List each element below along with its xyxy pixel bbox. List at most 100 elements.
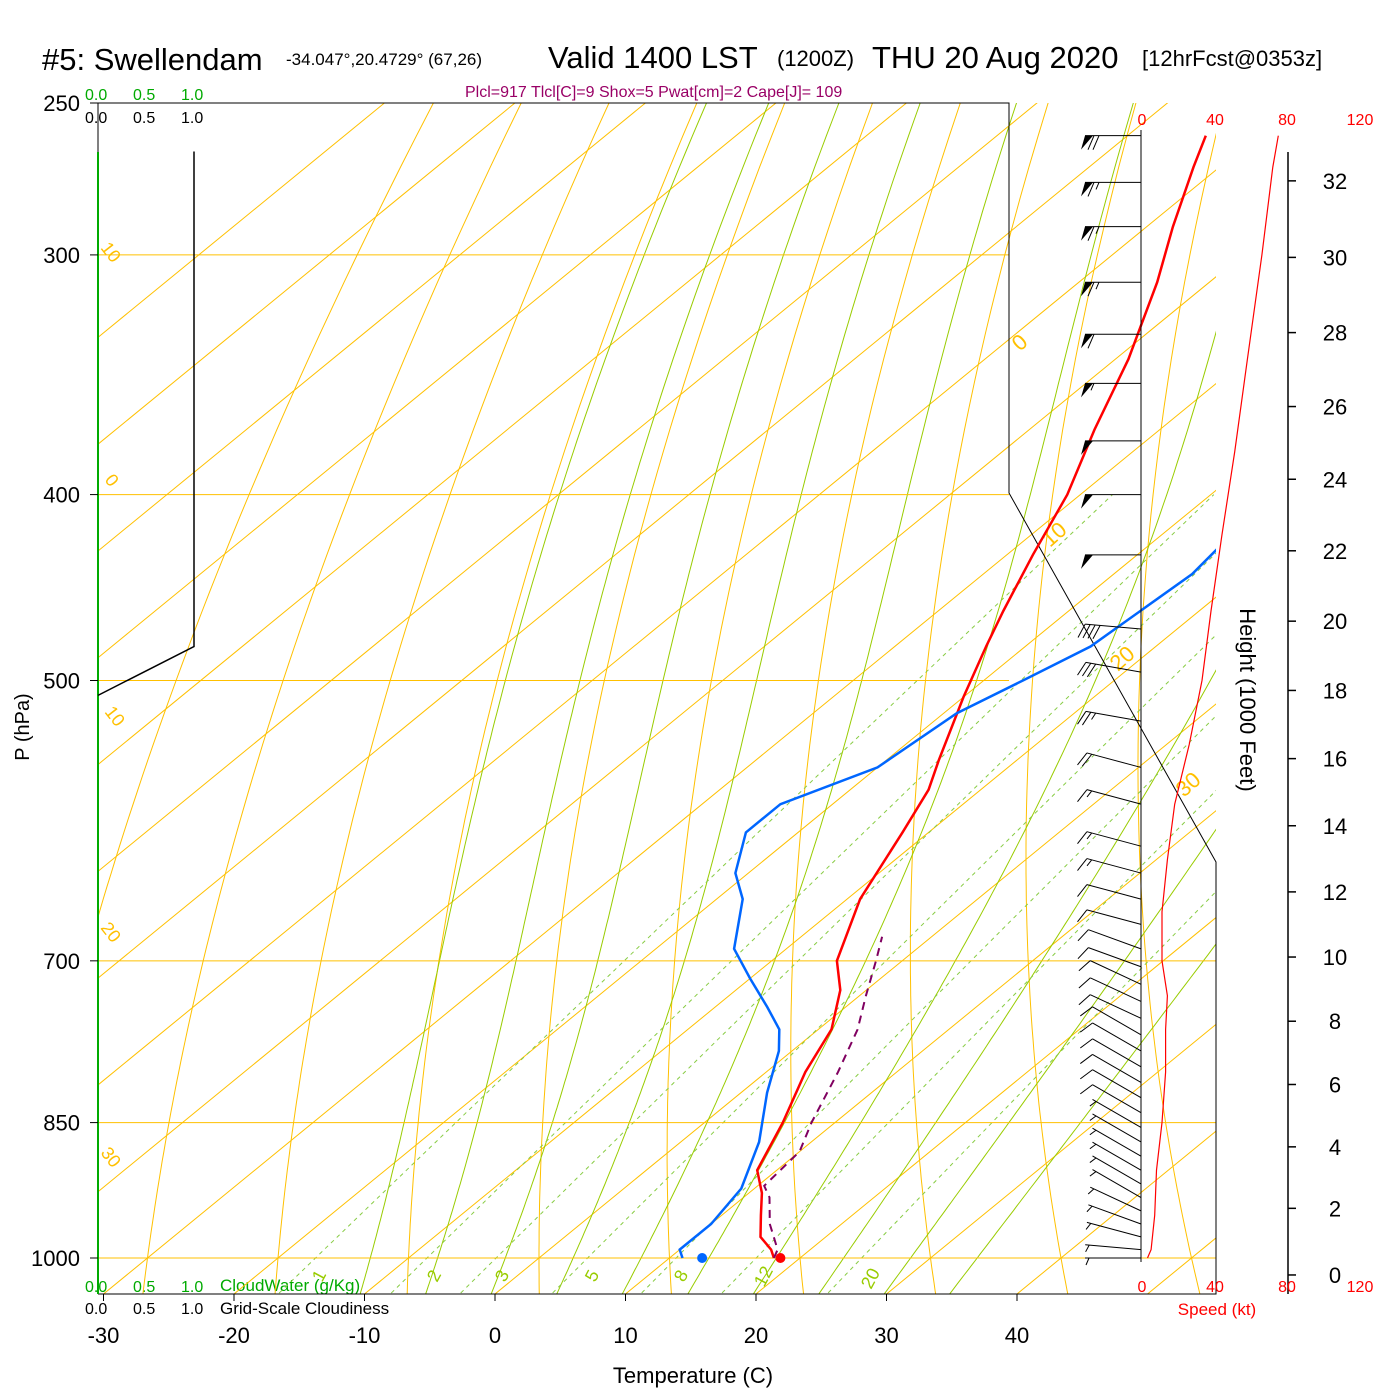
height-tick-label: 18 [1323, 678, 1347, 703]
wind-barb-half-flag [1085, 1223, 1092, 1230]
wind-barbs [1077, 130, 1142, 1266]
wind-barb [1081, 226, 1141, 241]
cloudwater-tick: 0.0 [85, 87, 107, 104]
height-tick-label: 8 [1329, 1009, 1341, 1034]
mixing-ratio-line [277, 494, 1113, 1294]
isotherm-line [494, 703, 1216, 1294]
wind-barb [1081, 554, 1141, 569]
wind-barb [1089, 1099, 1142, 1128]
wind-barb [1089, 1113, 1142, 1143]
wind-barb-flag [1080, 1022, 1093, 1033]
isotherm-label: 20 [97, 918, 125, 946]
moist-adiabat-line [752, 330, 1216, 1294]
wind-speed-line [1146, 135, 1279, 1259]
isotherm-line [98, 103, 516, 445]
wind-barb-shaft [1090, 977, 1142, 1002]
wind-barb-half-flag [1091, 712, 1097, 720]
wind-barb [1087, 1186, 1142, 1212]
cloudiness-label: Grid-Scale Cloudiness [220, 1299, 389, 1318]
cloudwater-tick: 1.0 [181, 87, 203, 104]
wind-barb-shaft [1085, 1244, 1142, 1251]
dry-adiabat-line [98, 103, 434, 919]
station-coords: -34.047°,20.4729° (67,26) [286, 50, 482, 69]
isotherm-line [755, 916, 1216, 1294]
height-axis-title: Height (1000 Feet) [1235, 608, 1260, 791]
wind-barb-flag [1087, 282, 1095, 297]
wind-barb-flag [1077, 858, 1088, 871]
wind-barb-shaft [1088, 947, 1142, 968]
wind-barb-shaft [1090, 1186, 1142, 1212]
isotherm-line [98, 169, 1216, 1086]
wind-barb [1089, 1141, 1142, 1171]
height-tick-label: 4 [1329, 1135, 1341, 1160]
wind-barb-shaft [1092, 1141, 1142, 1171]
cloud-scale-top: 0.0 0.5 1.0 0.0 0.5 1.0 [85, 87, 203, 127]
wind-barb-flag [1078, 977, 1091, 989]
pressure-tick-label: 500 [43, 669, 80, 694]
cloud-scale-bottom: 0.0 0.5 1.0 CloudWater (g/Kg) 0.0 0.5 1.… [85, 1276, 389, 1318]
wind-barb [1086, 1204, 1142, 1225]
isotherm-label: 30 [1171, 767, 1206, 802]
wind-barb-shaft [1092, 1099, 1142, 1128]
wind-barb [1077, 661, 1142, 678]
x-tick-label: 10 [613, 1323, 637, 1348]
speed-tick: 0 [1138, 1279, 1147, 1296]
moist-adiabat-line [556, 103, 921, 1294]
x-tick-label: 30 [874, 1323, 898, 1348]
x-tick-label: 40 [1005, 1323, 1029, 1348]
wind-barb-shaft [1092, 1038, 1142, 1068]
mixing-ratio-label: 12 [750, 1263, 777, 1290]
wind-barb-flag [1087, 226, 1095, 241]
dry-adiabat-line [142, 103, 522, 1294]
speed-tick: 120 [1347, 1279, 1374, 1296]
station-title: #5: Swellendam [42, 42, 263, 77]
wind-barb [1080, 1084, 1142, 1114]
wind-barb-shaft [1092, 1006, 1142, 1036]
stability-indices: Plcl=917 Tlcl[C]=9 Shox=5 Pwat[cm]=2 Cap… [465, 84, 842, 101]
surface-dewpoint-marker [697, 1253, 708, 1263]
wind-speed-profile [1146, 135, 1279, 1259]
isotherm-line [98, 103, 1038, 872]
wind-barb-flag [1080, 1069, 1093, 1080]
moist-adiabat-line [687, 103, 1134, 1294]
wind-barb-shaft [1086, 752, 1142, 768]
valid-time: Valid 1400 LST [548, 40, 758, 75]
wind-barb [1078, 994, 1142, 1019]
wind-barb-half-flag [1089, 1157, 1097, 1163]
height-tick-label: 12 [1323, 880, 1347, 905]
surface-temperature-marker [775, 1253, 786, 1263]
wind-barb-flag [1087, 135, 1095, 150]
wind-barb-pennant [1081, 226, 1093, 241]
mixing-ratio-line [389, 494, 1215, 1294]
mixing-ratio-line [550, 634, 1216, 1294]
valid-date: THU 20 Aug 2020 [872, 40, 1118, 75]
wind-barb-flag [1077, 909, 1088, 923]
wind-barb [1077, 710, 1142, 726]
wind-barb-pennant [1081, 383, 1093, 398]
dry-adiabat-line [790, 103, 961, 1294]
speed-tick: 80 [1278, 112, 1296, 129]
x-axis-ticks: -30 -20 -10 0 10 20 30 40 [88, 1294, 1029, 1348]
speed-scale: 0 40 80 120 0 40 80 120 Speed (kt) [1138, 112, 1374, 1319]
wind-barb-flag [1081, 753, 1093, 767]
wind-barb-shaft [1092, 1155, 1142, 1185]
cloudiness-tick: 0.5 [133, 1301, 155, 1318]
speed-tick: 40 [1206, 1279, 1224, 1296]
cloudiness-tick: 0.0 [85, 110, 107, 127]
isotherm-line [98, 103, 1169, 979]
wind-barb-flag [1077, 752, 1088, 766]
wind-barb-shaft [1092, 1169, 1142, 1198]
cloudiness-tick: 0.5 [133, 110, 155, 127]
wind-barb-shaft [1092, 1054, 1142, 1083]
temperature-line [755, 135, 1207, 1259]
moist-adiabat-lines [359, 103, 1216, 1294]
wind-barb-flag [1080, 1054, 1093, 1064]
wind-barb-flag [1077, 884, 1088, 897]
pressure-axis-ticks: 250 300 400 500 700 850 1000 [31, 91, 98, 1271]
dry-adiabat-line [1137, 132, 1216, 1294]
wind-barb [1085, 1257, 1141, 1266]
wind-barb-half-flag [1086, 832, 1093, 840]
